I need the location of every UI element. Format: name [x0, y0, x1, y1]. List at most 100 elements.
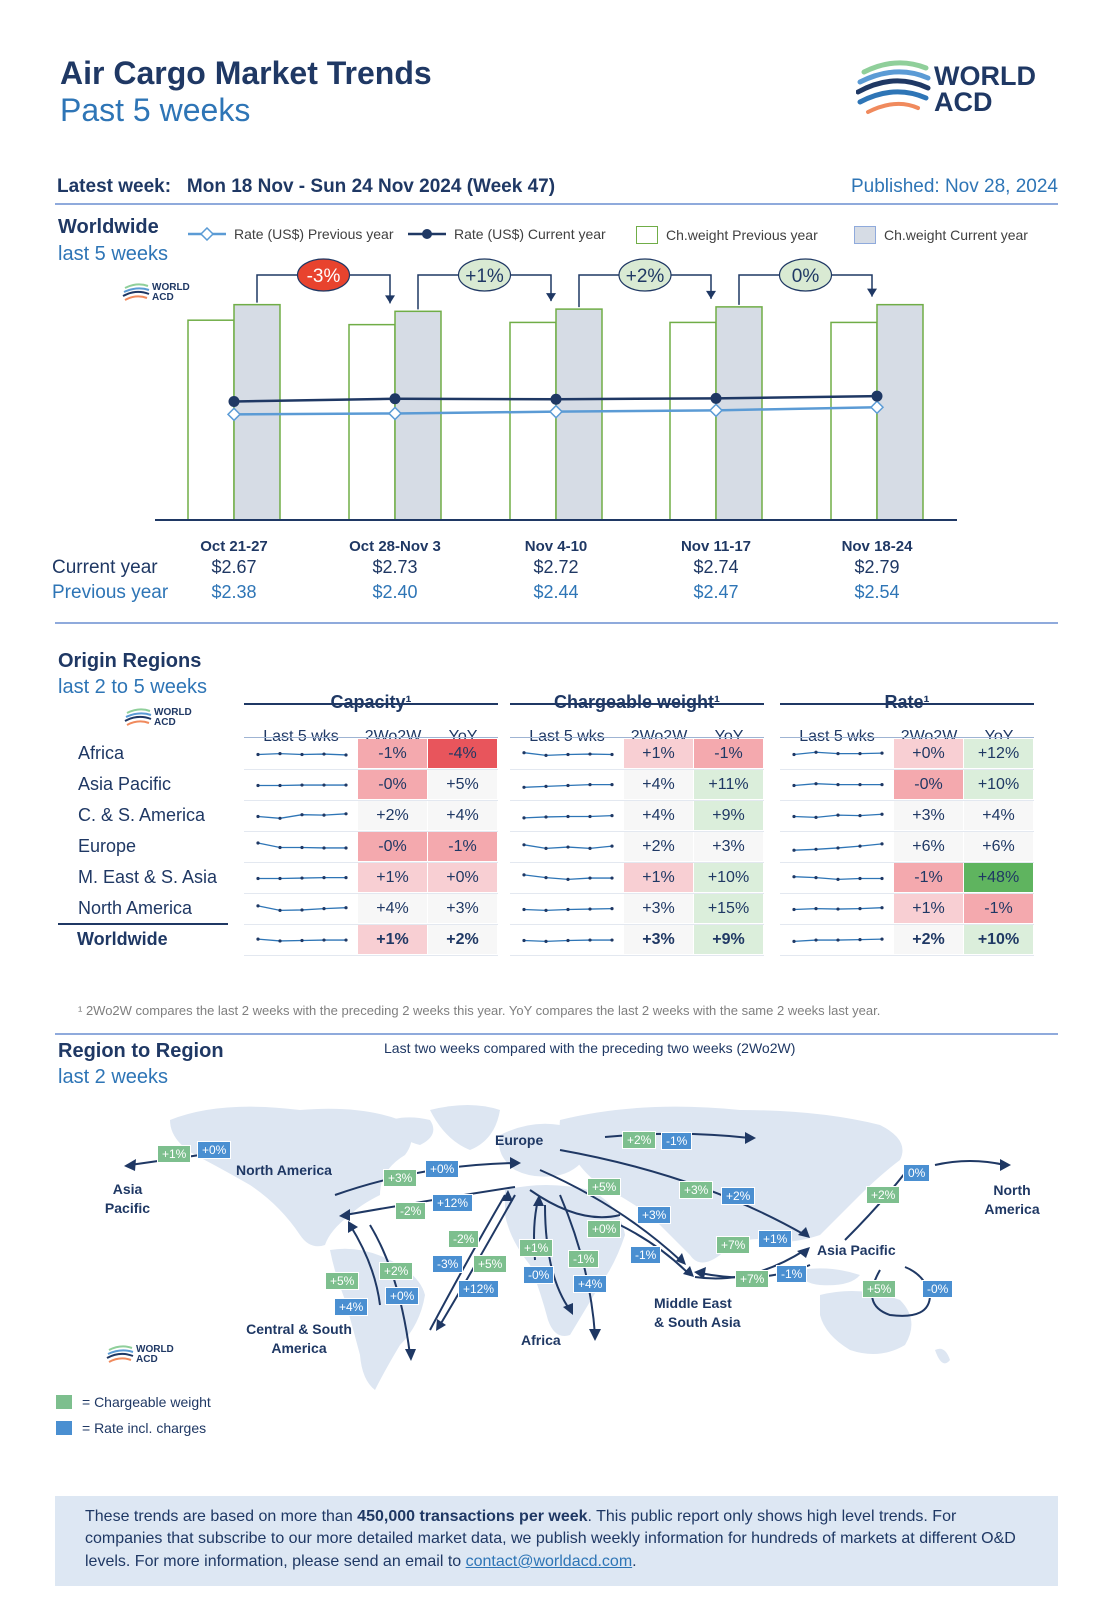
- cell-2wo2w: -0%: [358, 832, 427, 861]
- worldacd-small-logo: WORLD ACD: [122, 282, 202, 306]
- cell-2wo2w: +4%: [358, 894, 427, 923]
- note-end: .: [632, 1552, 637, 1570]
- map-tag-rate: -0%: [523, 1266, 555, 1284]
- map-tag-rate: -1%: [661, 1132, 693, 1150]
- column-group-title: Capacity¹: [330, 692, 412, 712]
- sparkline: [792, 842, 884, 852]
- legend-weight-current: Ch.weight Current year: [854, 226, 1028, 244]
- header-rule: [510, 737, 764, 738]
- cell-2wo2w: +1%: [358, 925, 427, 954]
- sparkline: [256, 752, 348, 757]
- row-rule: [244, 862, 498, 863]
- change-badge-label: +2%: [626, 266, 665, 287]
- column-group-title: Chargeable weight¹: [553, 692, 721, 712]
- rate-current-value: $2.74: [693, 557, 739, 577]
- point-rate-current: [871, 390, 883, 402]
- map-tag-rate: +12%: [458, 1280, 500, 1298]
- cell-yoy: +10%: [964, 925, 1033, 954]
- region-label: C. & S. America: [78, 805, 206, 825]
- cell-yoy: +9%: [694, 925, 763, 954]
- latest-week: Latest week: Mon 18 Nov - Sun 24 Nov 202…: [57, 176, 555, 198]
- row-rule: [510, 862, 764, 863]
- cell-yoy: +3%: [694, 832, 763, 861]
- page-title: Air Cargo Market Trends: [60, 55, 432, 91]
- legend-weight-previous: Ch.weight Previous year: [636, 226, 818, 244]
- contact-email-link[interactable]: contact@worldacd.com: [465, 1552, 633, 1570]
- map-tag-weight: +1%: [519, 1239, 554, 1257]
- x-tick-label: Oct 21-27: [200, 538, 268, 555]
- divider: [55, 203, 1058, 205]
- row-rule: [244, 924, 498, 925]
- map-tag-weight: -1%: [568, 1250, 600, 1268]
- map-tag-weight: +0%: [587, 1220, 622, 1238]
- arrow-eu-me: [529, 1189, 621, 1219]
- map-tag-weight: +2%: [866, 1186, 901, 1204]
- cell-2wo2w: +1%: [624, 863, 693, 892]
- point-rate-current: [228, 395, 240, 407]
- point-rate-current: [550, 393, 562, 405]
- rate-previous-value: $2.38: [211, 582, 257, 602]
- map-tag-rate: +0%: [385, 1287, 420, 1305]
- map-tag-rate: +4%: [573, 1275, 608, 1293]
- worldacd-logo: WORLD ACD: [856, 58, 1041, 124]
- logo-swoosh-icon: [122, 283, 150, 301]
- bar-weight-current: [233, 303, 281, 521]
- legend-label: = Chargeable weight: [82, 1394, 211, 1410]
- sparkline: [522, 873, 614, 881]
- x-tick-label: Nov 4-10: [524, 538, 588, 555]
- sparkline: [256, 812, 348, 820]
- sparkline: [522, 843, 614, 850]
- change-badge-label: +1%: [465, 266, 504, 287]
- legend-line-dot-icon: [408, 229, 446, 239]
- cell-yoy: +10%: [694, 863, 763, 892]
- sparkline: [256, 841, 348, 850]
- legend-label: = Rate incl. charges: [82, 1420, 207, 1436]
- worldacd-small-logo: WORLD ACD: [106, 1344, 186, 1368]
- latest-week-label: Latest week:: [57, 176, 172, 197]
- map-tag-weight: +3%: [383, 1169, 418, 1187]
- cell-2wo2w: +3%: [624, 925, 693, 954]
- rate-current-value: $2.72: [533, 557, 579, 577]
- column-header: Last 5 wks: [799, 728, 875, 745]
- map-tag-weight: +5%: [325, 1272, 360, 1290]
- map-tag-weight: +5%: [862, 1280, 897, 1298]
- cell-2wo2w: +2%: [624, 832, 693, 861]
- map-tag-rate: +0%: [425, 1160, 460, 1178]
- note-bold: 450,000 transactions per week: [357, 1508, 588, 1525]
- cell-2wo2w: +4%: [624, 770, 693, 799]
- cell-yoy: +10%: [964, 770, 1033, 799]
- x-tick-label: Nov 18-24: [841, 538, 913, 555]
- sparkline: [792, 782, 884, 788]
- region-label: Africa: [78, 743, 125, 763]
- bar-weight-current: [555, 308, 603, 521]
- change-badge: [296, 258, 351, 292]
- map-tag-rate: +0%: [197, 1141, 232, 1159]
- row-rule: [780, 924, 1034, 925]
- arrow-na-csa: [369, 1224, 411, 1356]
- arrow-down-icon: [546, 293, 556, 302]
- point-rate-current: [710, 392, 722, 404]
- legend-label: Ch.weight Current year: [884, 227, 1028, 243]
- divider: [55, 622, 1058, 624]
- legend-rate-current: Rate (US$) Current year: [408, 226, 606, 242]
- map-label-north-america-right: North America: [984, 1182, 1040, 1217]
- legend-blue-square-icon: [56, 1421, 72, 1435]
- map-tag-weight: -2%: [395, 1202, 427, 1220]
- cell-2wo2w: +1%: [894, 894, 963, 923]
- logo-text-acd: ACD: [154, 716, 176, 728]
- published-date: Published: Nov 28, 2024: [850, 176, 1058, 197]
- row-rule: [510, 769, 764, 770]
- cell-yoy: +6%: [964, 832, 1033, 861]
- map-label-central-south-america: Central & South America: [246, 1321, 352, 1356]
- cell-yoy: +3%: [428, 894, 497, 923]
- sparkline: [792, 906, 884, 912]
- sparkline: [522, 751, 614, 757]
- worldwide-subtitle: last 5 weeks: [58, 243, 169, 265]
- cell-yoy: +48%: [964, 863, 1033, 892]
- row-rule: [244, 955, 498, 956]
- sparkline: [792, 812, 884, 819]
- worldwide-chart: -3% +1% +2% 0%: [155, 258, 957, 521]
- cell-2wo2w: -1%: [894, 863, 963, 892]
- arrow-csa-na: [349, 1224, 381, 1306]
- region-label: Asia Pacific: [78, 774, 172, 794]
